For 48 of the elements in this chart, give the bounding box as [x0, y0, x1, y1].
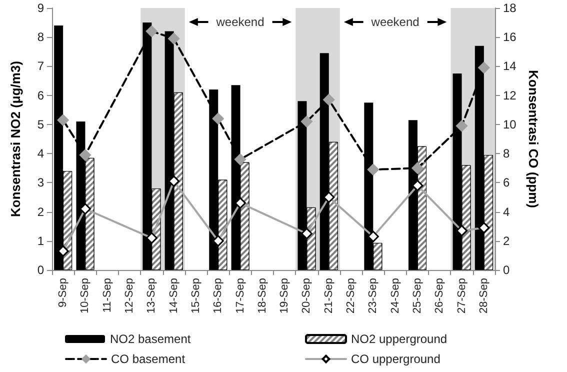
legend-label: NO2 basement: [110, 332, 192, 346]
x-tick-label: 25-Sep: [411, 278, 424, 314]
x-tick-label: 21-Sep: [322, 278, 335, 314]
x-tick-label: 23-Sep: [367, 278, 380, 314]
x-tick-label: 9-Sep: [57, 278, 70, 308]
y2-tick-label: 0: [503, 263, 510, 277]
y2-tick-label: 16: [503, 30, 517, 44]
x-tick-label: 28-Sep: [478, 278, 490, 314]
x-tick-label: 16-Sep: [212, 278, 224, 314]
y2-tick-label: 18: [503, 1, 517, 15]
y-tick-label: 6: [37, 88, 44, 102]
x-tick-label: 17-Sep: [234, 278, 246, 314]
y-tick-label: 3: [37, 176, 44, 190]
x-tick-label: 20-Sep: [300, 278, 313, 314]
x-tick-label: 27-Sep: [456, 278, 468, 314]
x-tick-label: 12-Sep: [124, 278, 136, 314]
y-tick-label: 8: [37, 30, 44, 44]
y2-tick-label: 6: [503, 176, 510, 190]
x-tick-label: 26-Sep: [434, 278, 446, 314]
legend-label: CO basement: [111, 352, 186, 366]
y-tick-label: 5: [37, 117, 44, 132]
x-tick-label: 11-Sep: [101, 278, 114, 313]
y2-tick-label: 8: [503, 146, 510, 161]
y-tick-label: 9: [37, 1, 44, 15]
x-tick-label: 10-Sep: [79, 278, 92, 314]
annotation: weekend: [216, 15, 264, 29]
x-tick-label: 14-Sep: [168, 278, 180, 314]
x-tick-label: 18-Sep: [256, 278, 268, 314]
legend-label: CO upperground: [351, 352, 440, 366]
y2-tick-label: 12: [503, 88, 517, 102]
y-tick-label: 4: [37, 146, 44, 161]
annotation: weekend: [371, 15, 420, 29]
y2-tick-label: 2: [503, 234, 510, 248]
y-tick-label: 1: [37, 234, 44, 248]
x-tick-label: 22-Sep: [345, 278, 358, 314]
y-tick-label: 0: [37, 263, 44, 277]
y2-axis-title: Konsentrasi CO (ppm): [526, 70, 542, 208]
x-tick-label: 13-Sep: [146, 278, 158, 314]
y-tick-label: 7: [37, 59, 44, 74]
y2-tick-label: 4: [503, 204, 510, 219]
y2-tick-label: 10: [503, 117, 517, 132]
legend-label: NO2 upperground: [351, 332, 448, 346]
y2-tick-label: 14: [503, 59, 517, 74]
y-tick-label: 2: [37, 204, 44, 219]
x-tick-label: 15-Sep: [190, 278, 202, 314]
y-axis-title: Konsentrasi NO2 (μg/m3): [8, 60, 23, 218]
x-tick-label: 19-Sep: [278, 278, 291, 314]
x-tick-label: 24-Sep: [389, 278, 402, 314]
